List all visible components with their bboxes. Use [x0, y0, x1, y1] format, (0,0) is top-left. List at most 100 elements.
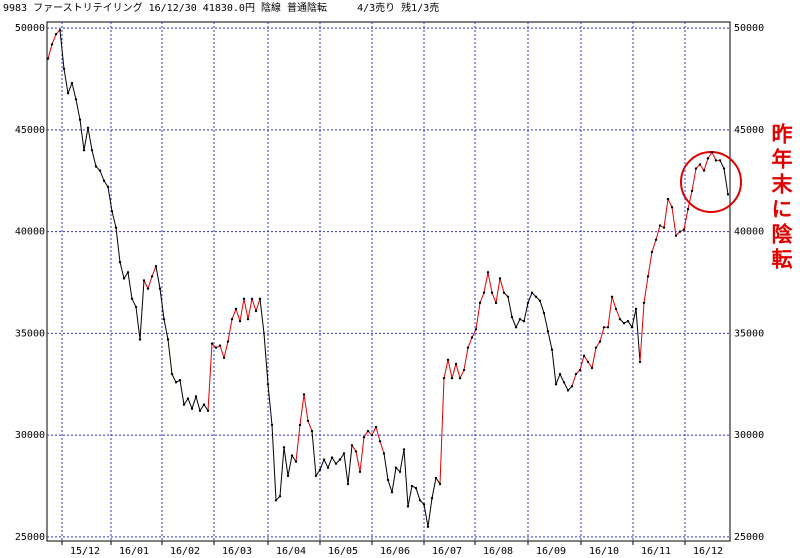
line-segment	[399, 449, 405, 472]
line-segment	[243, 298, 249, 320]
price-point	[266, 383, 270, 386]
line-segment	[511, 316, 517, 328]
price-point	[298, 423, 302, 427]
line-segment	[451, 363, 457, 379]
price-point	[394, 466, 398, 469]
price-point	[430, 497, 434, 500]
price-point	[538, 299, 542, 303]
line-segment	[407, 485, 413, 507]
line-segment	[443, 359, 449, 379]
line-segment	[299, 394, 305, 426]
line-segment	[435, 477, 441, 485]
price-point	[574, 372, 578, 376]
line-segment	[203, 404, 209, 412]
price-point	[722, 167, 726, 170]
x-tick-label: 16/10	[589, 546, 619, 557]
price-point	[634, 307, 638, 311]
price-point	[630, 326, 634, 329]
line-segment	[295, 424, 301, 462]
price-point	[682, 228, 686, 231]
line-segment	[51, 34, 57, 45]
line-segment	[207, 343, 213, 411]
price-point	[354, 450, 358, 453]
price-point	[710, 151, 714, 154]
line-segment	[671, 207, 677, 236]
price-point	[442, 376, 446, 380]
line-segment	[227, 319, 233, 342]
line-segment	[607, 296, 613, 328]
price-point	[382, 452, 386, 455]
line-segment	[699, 164, 705, 171]
line-segment	[123, 272, 129, 279]
line-segment	[447, 359, 453, 379]
line-segment	[219, 345, 225, 358]
line-segment	[591, 347, 597, 369]
price-point	[606, 326, 610, 329]
line-segment	[403, 449, 409, 507]
y2-tick-label: 40000	[734, 227, 764, 238]
line-segment	[499, 278, 505, 293]
price-point	[386, 478, 390, 482]
y2-tick-label: 25000	[734, 532, 764, 543]
price-point	[214, 346, 218, 349]
price-point	[418, 499, 422, 502]
line-segment	[651, 239, 657, 253]
y-tick-label: 35000	[15, 328, 45, 339]
price-point	[170, 372, 174, 376]
line-segment	[159, 288, 165, 320]
price-point	[346, 482, 350, 486]
price-point	[598, 340, 602, 343]
price-point	[226, 340, 230, 343]
price-point	[78, 118, 82, 121]
price-point	[530, 291, 534, 294]
price-point	[622, 322, 626, 325]
x-tick-label: 16/03	[222, 546, 252, 557]
line-segment	[387, 479, 393, 493]
price-point	[350, 444, 354, 447]
line-segment	[259, 298, 265, 334]
line-segment	[355, 451, 361, 472]
price-point	[718, 159, 722, 162]
line-segment	[555, 373, 561, 385]
price-point	[330, 456, 334, 459]
line-segment	[363, 430, 369, 438]
line-segment	[559, 373, 565, 383]
line-segment	[99, 170, 105, 181]
line-segment	[455, 363, 461, 379]
price-point	[366, 429, 370, 433]
y-tick-label: 30000	[15, 430, 45, 441]
price-point	[158, 287, 162, 290]
line-segment	[711, 152, 717, 161]
price-point	[86, 126, 90, 130]
line-segment	[187, 398, 193, 409]
line-segment	[91, 150, 97, 167]
line-segment	[75, 99, 81, 120]
line-segment	[611, 296, 617, 310]
price-point	[470, 336, 474, 339]
price-point	[254, 309, 258, 313]
price-point	[586, 360, 590, 364]
price-point	[370, 433, 374, 437]
price-point	[642, 301, 646, 305]
price-point	[238, 319, 242, 323]
line-segment	[431, 477, 437, 499]
price-point	[486, 271, 490, 274]
line-segment	[551, 349, 557, 385]
price-point	[70, 81, 74, 85]
price-point	[662, 226, 666, 229]
line-segment	[343, 453, 349, 485]
price-point	[462, 368, 466, 372]
price-point	[234, 307, 238, 311]
line-segment	[379, 441, 385, 454]
line-segment	[287, 455, 293, 476]
line-segment	[231, 308, 237, 320]
line-segment	[415, 487, 421, 501]
line-segment	[67, 82, 73, 94]
price-point	[250, 297, 254, 300]
line-segment	[119, 262, 125, 279]
price-point	[122, 277, 126, 280]
line-segment	[155, 266, 161, 289]
price-point	[166, 338, 170, 341]
line-segment	[703, 158, 709, 171]
line-segment	[491, 292, 497, 304]
